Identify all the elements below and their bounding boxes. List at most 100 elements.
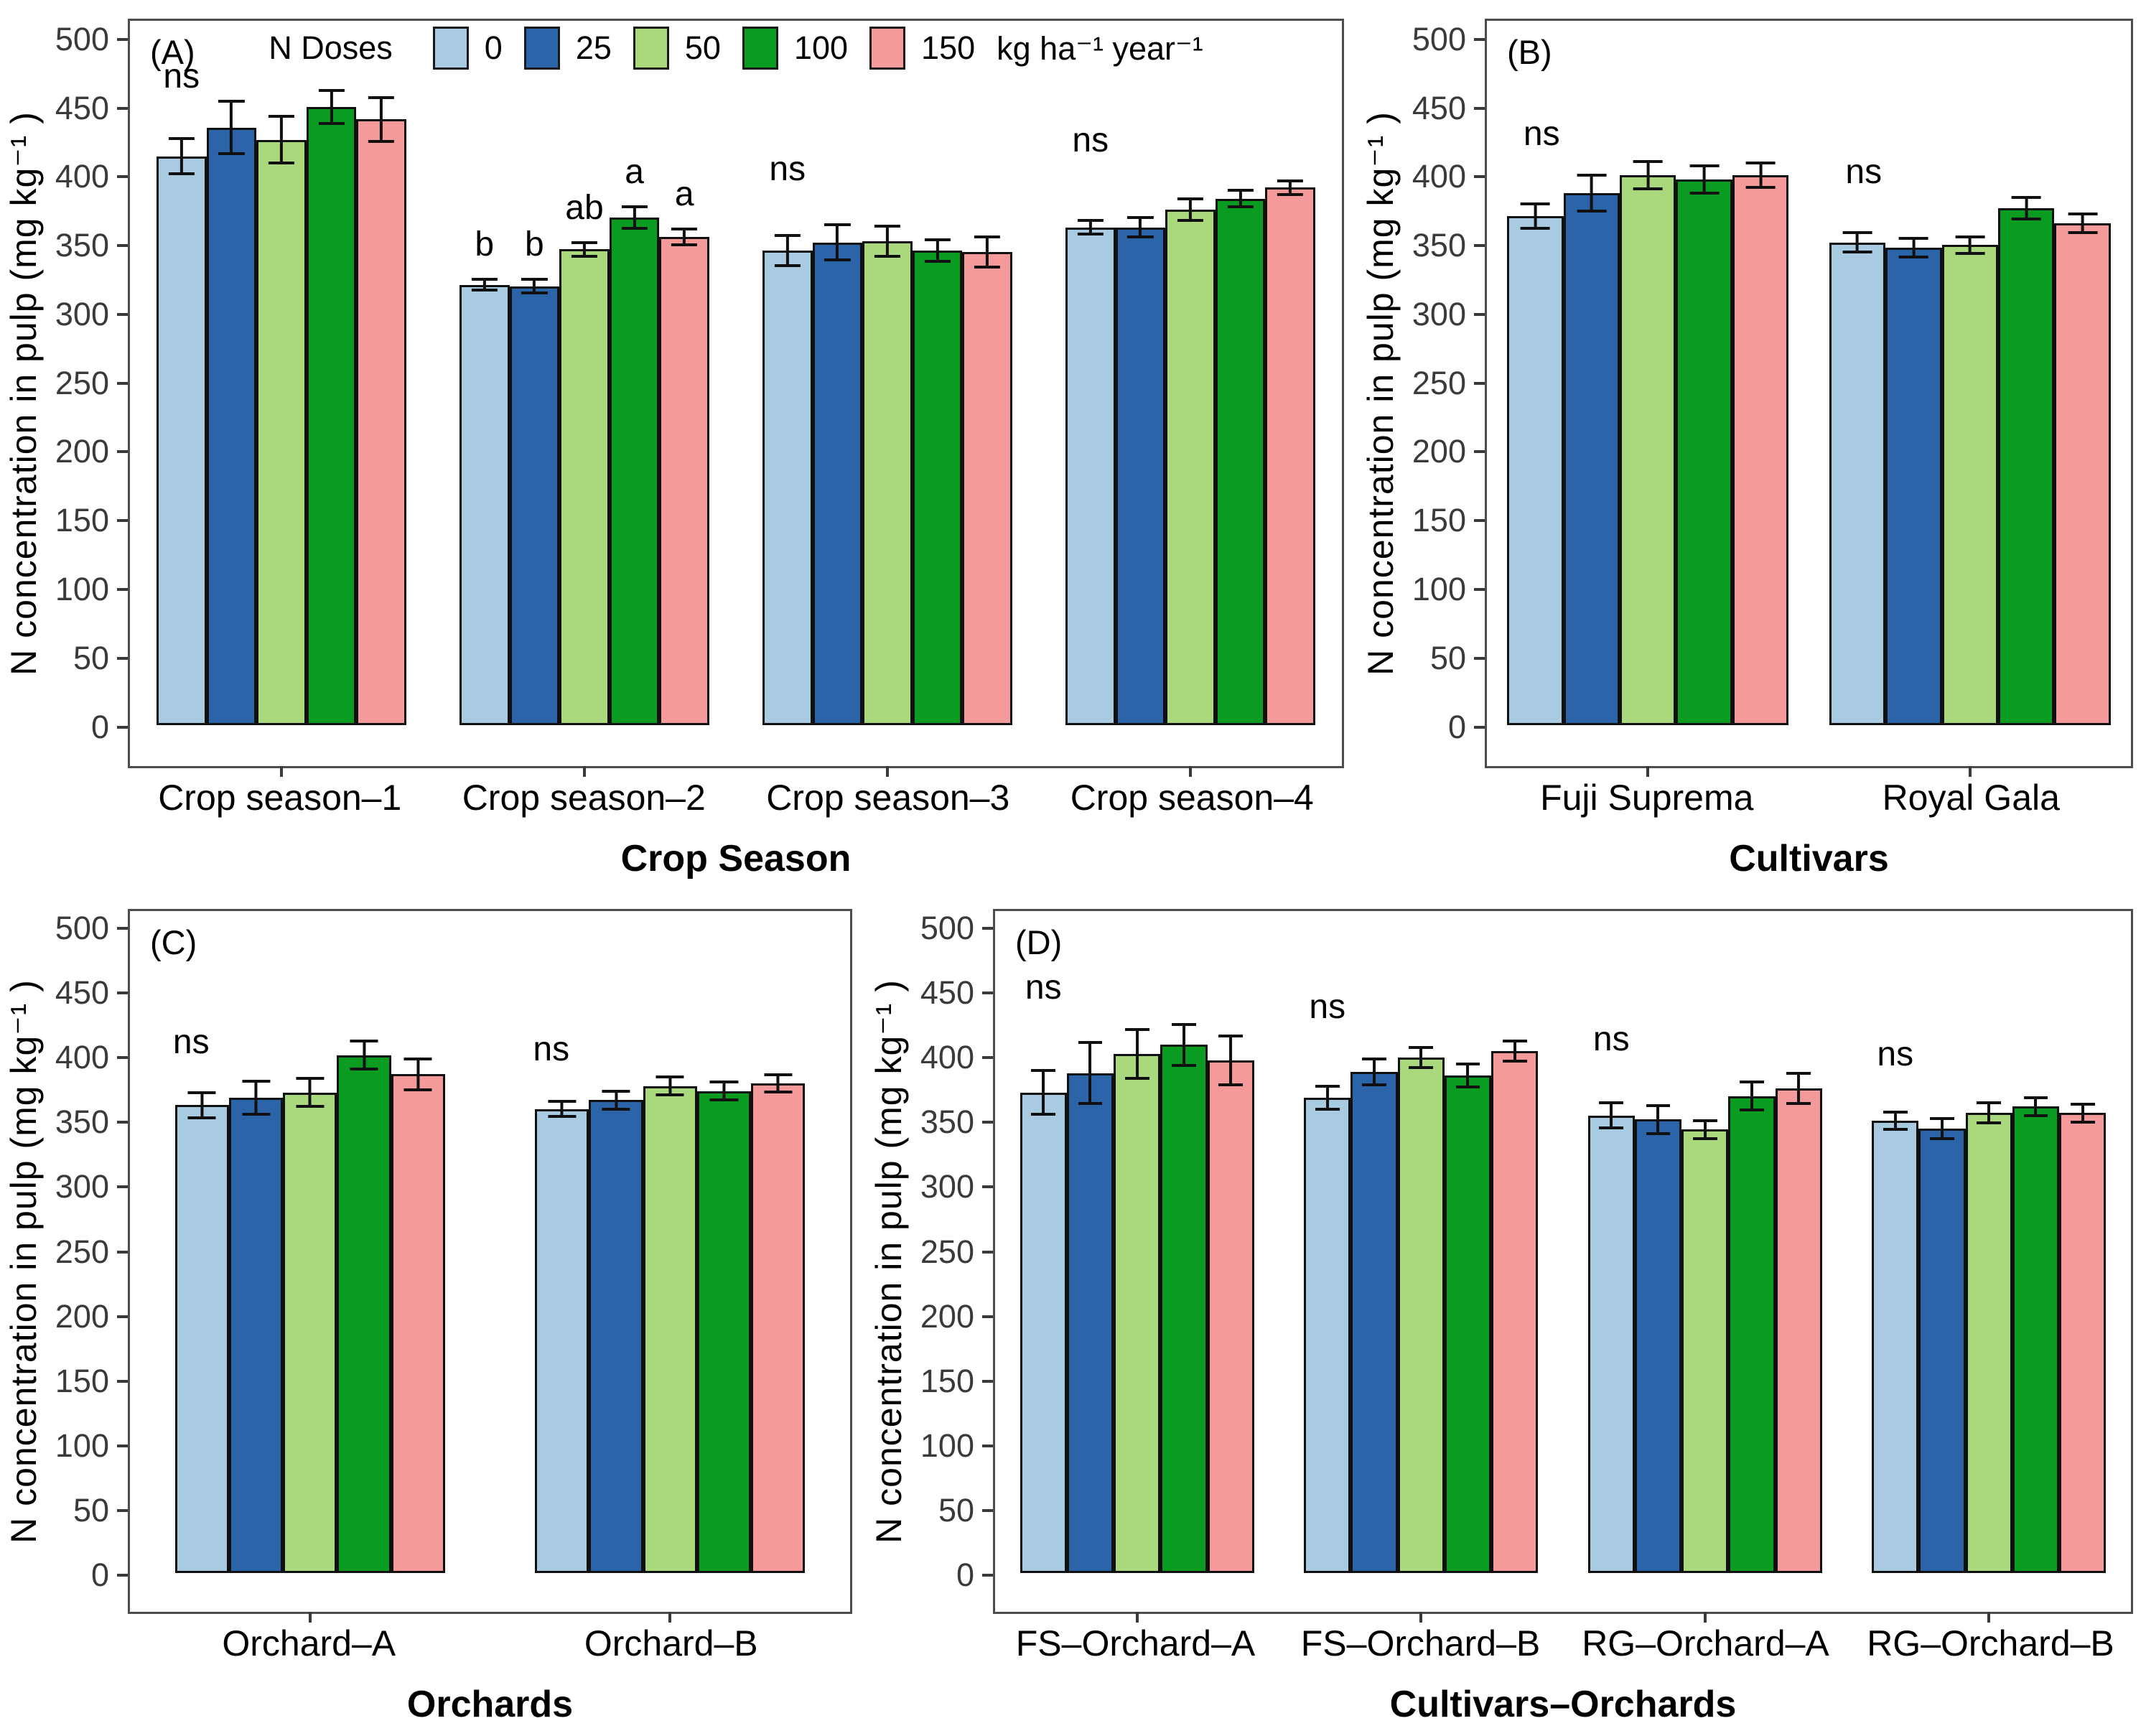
error-bar-cap (1745, 186, 1776, 190)
error-bar-stem (1750, 1081, 1753, 1112)
bar (643, 1086, 697, 1574)
bar-group: ns (1039, 21, 1342, 766)
error-bar-cap (168, 172, 195, 176)
ns-significance-label: ns (533, 1030, 570, 1069)
bar (1634, 1119, 1682, 1574)
error-bar-cap (1031, 1112, 1056, 1116)
bar-slot (174, 911, 229, 1612)
error-bar (1745, 162, 1776, 190)
error-bar-stem (683, 227, 686, 247)
error-bar (1227, 189, 1254, 208)
error-bar-stem (416, 1058, 420, 1091)
error-bar-stem (1855, 231, 1859, 253)
bar (1872, 1120, 1919, 1574)
figure-row-top: N concentration in pulp (mg kg⁻¹ ) 0 50 100… (0, 0, 2146, 890)
error-bar-cap (1646, 1131, 1671, 1135)
error-bar-cap (1599, 1126, 1624, 1130)
error-bar (548, 1100, 577, 1119)
bar-group: ns (1847, 911, 2132, 1612)
error-bar-cap (1077, 233, 1104, 236)
y-tick-label: 50 (1429, 639, 1466, 676)
y-tick-mark (982, 1121, 993, 1124)
error-bar-cap (1177, 218, 1204, 222)
bar-slot (256, 21, 307, 766)
ns-significance-label: ns (1309, 988, 1346, 1027)
bar (1587, 1115, 1635, 1574)
error-bar-stem (1182, 1022, 1185, 1067)
error-bar (1689, 164, 1720, 195)
y-tick-mark (117, 450, 128, 454)
y-tick-mark (117, 244, 128, 248)
error-bar (974, 235, 1001, 269)
x-category-label: RG–Orchard–B (1867, 1623, 2114, 1663)
error-bar-cap (1409, 1066, 1434, 1070)
error-bar-cap (1786, 1102, 1811, 1106)
bar-slot (2059, 911, 2107, 1612)
bar (1885, 248, 1942, 725)
ns-significance-label: ns (1845, 153, 1883, 192)
y-tick-mark (117, 175, 128, 179)
bar-slot (1829, 21, 1886, 766)
plot-area: (B) ns ns (1485, 19, 2133, 777)
error-bar (241, 1079, 271, 1116)
error-bar-stem (1238, 189, 1242, 208)
y-tick-label: 0 (956, 1556, 974, 1593)
bar (1020, 1092, 1067, 1574)
error-bar (218, 100, 245, 155)
ns-significance-label: ns (769, 150, 806, 189)
bar (1160, 1045, 1208, 1574)
y-tick-label: 400 (55, 158, 109, 195)
y-tick-label: 200 (55, 433, 109, 470)
error-bar-stem (200, 1091, 204, 1120)
bar (1728, 1096, 1776, 1574)
legend-item: 150 (869, 27, 975, 70)
bar (862, 241, 913, 725)
y-tick-label: 0 (90, 1556, 109, 1593)
bar-slot (1115, 21, 1166, 766)
bar (1563, 193, 1620, 725)
error-bar (1740, 1081, 1764, 1112)
bar (1732, 175, 1789, 725)
error-bar-cap (671, 243, 698, 247)
x-category-label: Orchard–B (584, 1623, 758, 1663)
error-bar-stem (1042, 1069, 1045, 1116)
error-bar-cap (824, 258, 851, 262)
x-category-label: FS–Orchard–B (1300, 1623, 1541, 1663)
chart-panel-b: N concentration in pulp (mg kg⁻¹ ) 0 50 100… (1357, 0, 2146, 890)
error-bar-stem (1088, 1040, 1092, 1106)
error-bar-cap (1455, 1086, 1480, 1089)
y-axis-title: N concentration in pulp (mg kg⁻¹ ) (0, 19, 47, 768)
bar-slot (696, 911, 752, 1612)
bar-slot (762, 21, 813, 766)
error-bar (1409, 1046, 1434, 1070)
y-tick-label: 350 (1412, 227, 1466, 264)
x-category-label: Crop season–4 (1070, 778, 1314, 818)
legend-swatch (742, 27, 778, 70)
bar-group: ns (995, 911, 1279, 1612)
error-bar (168, 136, 195, 176)
error-bar-stem (836, 223, 839, 262)
ns-significance-label: ns (1877, 1035, 1914, 1074)
bar-slot (1215, 21, 1266, 766)
y-tick-label: 400 (920, 1039, 974, 1076)
bar (228, 1097, 284, 1574)
error-bar-cap (1898, 256, 1928, 259)
bar (391, 1074, 445, 1574)
error-bar-stem (533, 278, 536, 294)
x-tick-mark (1646, 766, 1650, 777)
y-tick-label: 50 (938, 1491, 974, 1529)
y-tick-label: 450 (55, 974, 109, 1012)
error-bar (521, 278, 548, 294)
y-tick-mark (117, 1056, 128, 1060)
y-tick-mark (1474, 656, 1485, 660)
error-bar-stem (1135, 1027, 1139, 1080)
bar (1444, 1075, 1492, 1574)
error-bar (1502, 1040, 1527, 1063)
x-category-label: Crop season–1 (158, 778, 402, 818)
error-bar (1577, 174, 1607, 213)
bar (2059, 1113, 2107, 1574)
error-bar-stem (1419, 1046, 1423, 1070)
y-axis-title: N concentration in pulp (mg kg⁻¹ ) (1357, 19, 1404, 768)
error-bar (403, 1058, 432, 1091)
error-bar-cap (318, 121, 345, 125)
